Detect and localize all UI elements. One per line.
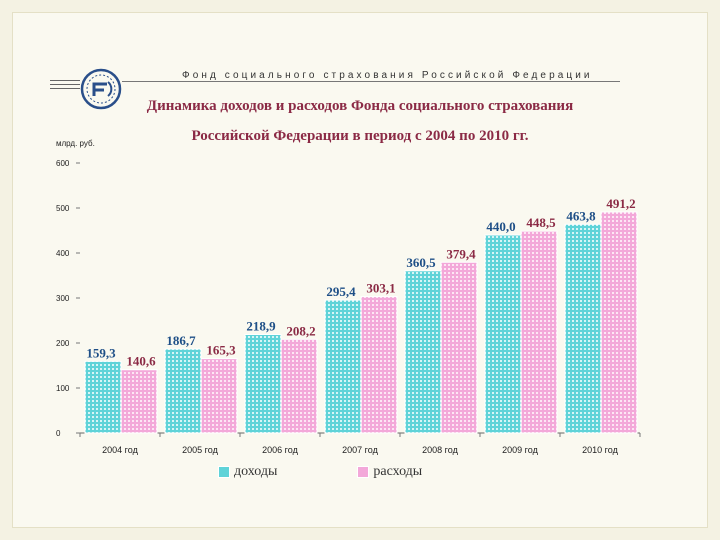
fss-logo-icon bbox=[80, 68, 122, 110]
legend-swatch-income bbox=[218, 466, 230, 478]
legend-swatch-expense bbox=[357, 466, 370, 478]
legend-item-income: доходы bbox=[218, 464, 277, 480]
data-label-expense: 165,3 bbox=[206, 343, 236, 358]
chart-title-line2: Российской Федерации в период с 2004 по … bbox=[191, 128, 529, 144]
x-tick-label: 2008 год bbox=[422, 445, 458, 455]
legend-label-income: доходы bbox=[234, 464, 278, 479]
bar-income bbox=[324, 299, 362, 434]
chart-title-line1: Динамика доходов и расходов Фонда социал… bbox=[146, 98, 574, 114]
data-label-expense: 303,1 bbox=[366, 281, 395, 296]
bar-income bbox=[164, 348, 202, 434]
legend-label-expense: расходы bbox=[373, 464, 423, 479]
y-axis-unit: млрд. руб. bbox=[56, 139, 95, 148]
bar-expense bbox=[120, 369, 158, 434]
y-tick-label: 500 bbox=[56, 204, 70, 213]
bar-expense bbox=[600, 211, 638, 434]
legend: доходы расходы bbox=[218, 464, 422, 480]
y-tick-label: 400 bbox=[56, 249, 70, 258]
bar-income bbox=[84, 360, 122, 434]
bar-expense bbox=[520, 230, 558, 434]
y-tick-label: 0 bbox=[56, 429, 61, 438]
data-label-income: 440,0 bbox=[486, 219, 515, 234]
bar-expense bbox=[360, 296, 398, 434]
decorative-lines bbox=[50, 80, 80, 92]
bar-income bbox=[404, 270, 442, 434]
legend-item-expense: расходы bbox=[357, 464, 422, 480]
bar-income bbox=[564, 223, 602, 434]
bar-expense bbox=[200, 358, 238, 434]
y-tick-label: 300 bbox=[56, 294, 70, 303]
data-label-income: 360,5 bbox=[406, 255, 436, 270]
x-tick-label: 2004 год bbox=[102, 445, 138, 455]
data-label-expense: 379,4 bbox=[446, 246, 476, 261]
data-label-income: 295,4 bbox=[326, 284, 356, 299]
y-tick-label: 100 bbox=[56, 384, 70, 393]
x-tick-label: 2005 год bbox=[182, 445, 218, 455]
y-tick-label: 200 bbox=[56, 339, 70, 348]
x-tick-label: 2009 год bbox=[502, 445, 538, 455]
data-label-income: 186,7 bbox=[166, 333, 196, 348]
data-label-income: 218,9 bbox=[246, 318, 276, 333]
y-tick-label: 600 bbox=[56, 159, 70, 168]
data-label-income: 463,8 bbox=[566, 208, 596, 223]
x-tick-label: 2010 год bbox=[582, 445, 618, 455]
header-rule bbox=[122, 81, 620, 82]
x-tick-label: 2006 год bbox=[262, 445, 298, 455]
data-label-expense: 491,2 bbox=[606, 196, 635, 211]
x-tick-label: 2007 год bbox=[342, 445, 378, 455]
data-label-expense: 448,5 bbox=[526, 215, 556, 230]
data-label-income: 159,3 bbox=[86, 345, 116, 360]
data-label-expense: 140,6 bbox=[126, 354, 156, 369]
bar-income bbox=[244, 333, 282, 434]
organization-name: Фонд социального страхования Российской … bbox=[182, 70, 593, 81]
bar-income bbox=[484, 234, 522, 434]
bar-expense bbox=[440, 261, 478, 434]
bar-expense bbox=[280, 338, 318, 434]
data-label-expense: 208,2 bbox=[286, 323, 315, 338]
